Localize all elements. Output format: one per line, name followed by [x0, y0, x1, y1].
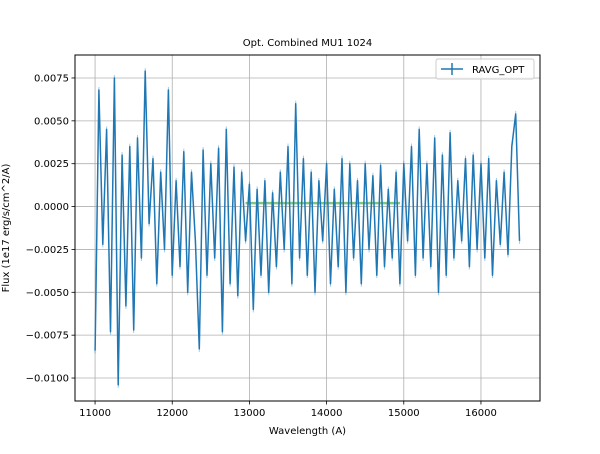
x-axis-label: Wavelength (A) — [269, 426, 346, 437]
series-line-ravg-opt — [94, 70, 521, 386]
y-tick-label: −0.0100 — [26, 374, 69, 385]
x-tick-label: 13000 — [234, 408, 266, 419]
x-tick-label: 15000 — [388, 408, 420, 419]
y-tick-label: 0.0075 — [34, 73, 69, 84]
plot-marks — [94, 68, 521, 388]
x-tick-label: 16000 — [465, 408, 497, 419]
grid — [75, 55, 540, 401]
legend-label: RAVG_OPT — [472, 65, 525, 76]
chart-title: Opt. Combined MU1 1024 — [243, 38, 372, 49]
x-tick-label: 12000 — [156, 408, 188, 419]
legend-box — [435, 58, 535, 80]
y-tick-label: −0.0050 — [26, 288, 69, 299]
y-tick-label: 0.0050 — [34, 116, 69, 127]
axes-frame — [74, 54, 541, 402]
y-tick-label: 0.0025 — [34, 159, 69, 170]
x-axis: 11000 12000 13000 14000 15000 16000 — [79, 401, 497, 419]
y-tick-label: −0.0025 — [26, 245, 69, 256]
legend: RAVG_OPT — [435, 58, 535, 80]
y-tick-label: 0.0000 — [34, 202, 69, 213]
y-axis: 0.0075 0.0050 0.0025 0.0000 −0.0025 −0.0050 −0… — [26, 73, 75, 385]
y-tick-label: −0.0075 — [26, 331, 69, 342]
y-axis-label: Flux (1e17 erg/s/cm^2/A) — [1, 164, 12, 293]
x-tick-label: 14000 — [311, 408, 343, 419]
x-tick-label: 11000 — [79, 408, 111, 419]
